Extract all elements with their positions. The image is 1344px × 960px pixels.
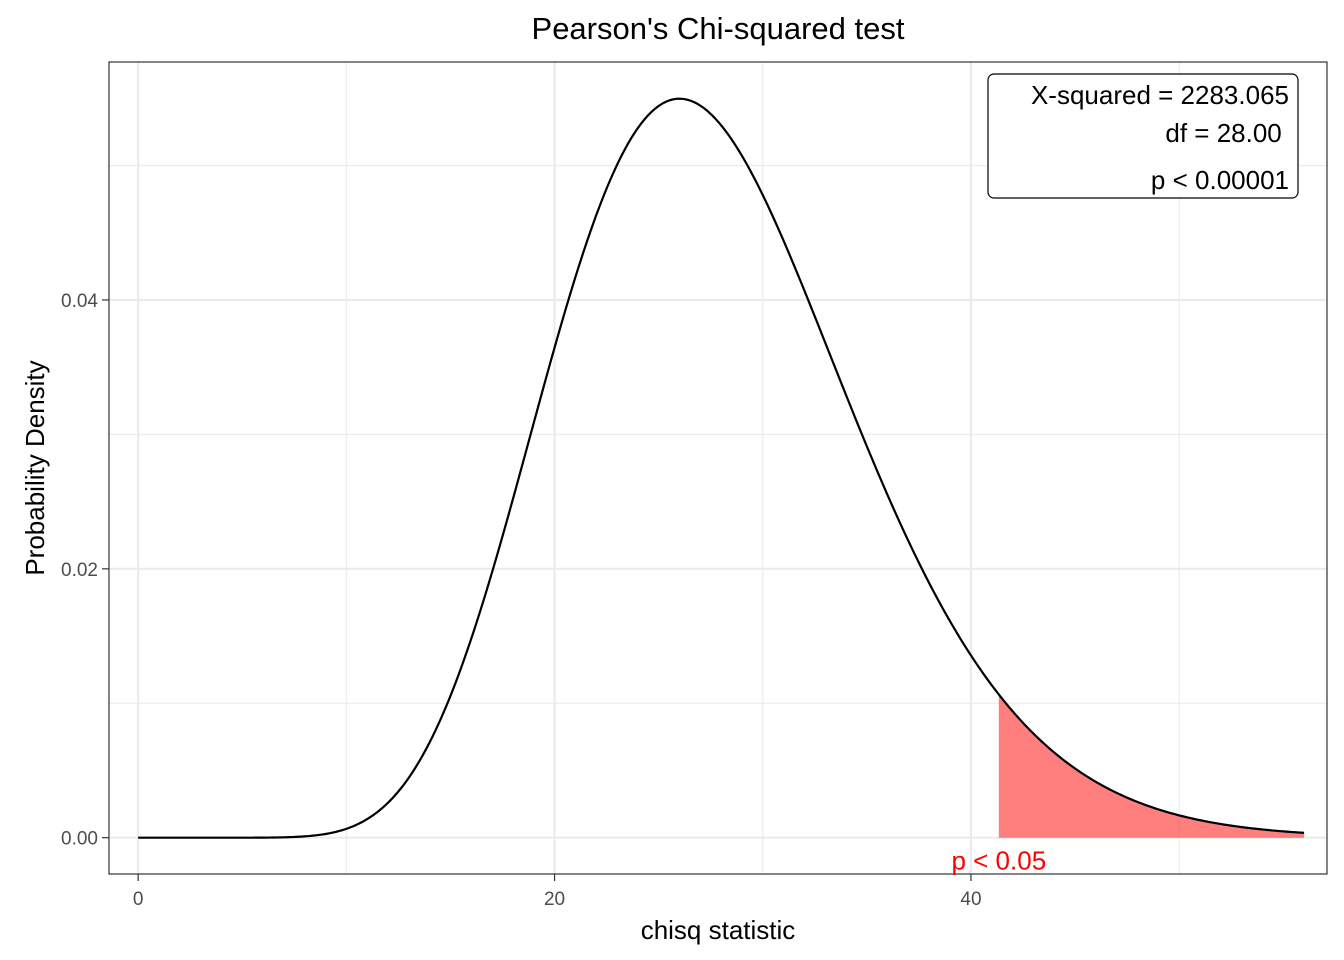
x-tick-label: 40 <box>960 889 981 910</box>
density-curve <box>138 97 1305 839</box>
y-tick-label: 0.02 <box>61 560 98 581</box>
y-tick-label: 0.00 <box>61 829 98 850</box>
x-tick-label: 0 <box>133 889 144 910</box>
chart-title: Pearson's Chi-squared test <box>532 11 905 46</box>
y-axis-ticks: 0.00 0.02 0.04 <box>61 291 109 850</box>
stats-statistic: X-squared = 2283.065 <box>1031 80 1289 110</box>
stats-box-frame <box>987 73 1299 199</box>
rejection-region-area <box>998 694 1305 838</box>
x-axis-label: chisq statistic <box>641 915 796 945</box>
stats-p-value: p < 0.00001 <box>1151 165 1289 195</box>
rejection-region-label: p < 0.05 <box>951 846 1046 876</box>
plot-panel-border <box>108 61 1328 875</box>
x-tick-label: 20 <box>544 889 565 910</box>
major-gridlines <box>109 62 1327 874</box>
x-axis-ticks: 0 20 40 <box>133 874 982 910</box>
y-tick-label: 0.04 <box>61 291 98 312</box>
stats-annotation-box: X-squared = 2283.065 df = 28.00 p < 0.00… <box>987 73 1299 199</box>
y-axis-label: Probability Density <box>20 360 50 575</box>
stats-df: df = 28.00 <box>1165 118 1289 148</box>
